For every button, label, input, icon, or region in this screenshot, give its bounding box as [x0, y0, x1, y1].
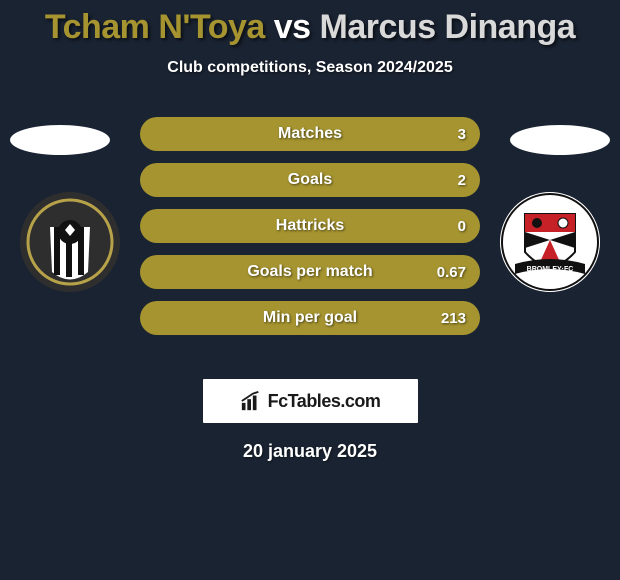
player2-photo-placeholder [510, 125, 610, 155]
stat-value-right: 213 [441, 310, 466, 327]
player1-club-badge [20, 192, 120, 292]
fctables-text: FcTables.com [268, 391, 381, 412]
notts-county-icon [20, 192, 120, 292]
stat-label: Min per goal [263, 309, 357, 327]
stat-value-right: 3 [458, 126, 466, 143]
stat-bar: Min per goal 213 [140, 301, 480, 335]
svg-text:BROMLEY·FC: BROMLEY·FC [527, 266, 574, 273]
stat-bar: Goals 2 [140, 163, 480, 197]
stat-bar: Goals per match 0.67 [140, 255, 480, 289]
player1-name: Tcham N'Toya [45, 8, 265, 46]
stat-bars: Matches 3 Goals 2 Hattricks 0 Goals per match 0… [140, 117, 480, 347]
comparison-title: Tcham N'Toya vs Marcus Dinanga [0, 0, 620, 47]
stat-label: Matches [278, 125, 342, 143]
stat-value-right: 0 [458, 218, 466, 235]
player2-club-badge: BROMLEY·FC [500, 192, 600, 292]
player2-name: Marcus Dinanga [320, 8, 576, 46]
stat-label: Goals [288, 171, 332, 189]
vs-word: vs [274, 8, 311, 46]
bar-chart-icon [240, 390, 262, 412]
stat-value-right: 2 [458, 172, 466, 189]
fctables-logo[interactable]: FcTables.com [203, 379, 418, 423]
stat-label: Goals per match [247, 263, 372, 281]
stat-value-right: 0.67 [437, 264, 466, 281]
stat-bar: Hattricks 0 [140, 209, 480, 243]
bromley-icon: BROMLEY·FC [500, 192, 600, 292]
stat-bar: Matches 3 [140, 117, 480, 151]
comparison-panel: BROMLEY·FC Matches 3 Goals 2 Hattricks 0 Goals… [0, 117, 620, 357]
player1-photo-placeholder [10, 125, 110, 155]
stat-label: Hattricks [276, 217, 344, 235]
snapshot-date: 20 january 2025 [0, 441, 620, 462]
subtitle: Club competitions, Season 2024/2025 [0, 59, 620, 77]
